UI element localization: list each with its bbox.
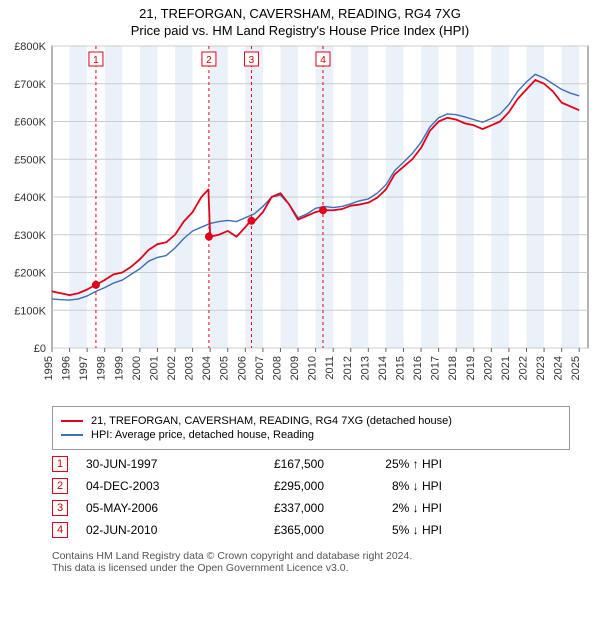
x-tick-label: 2000: [131, 356, 143, 380]
event-delta: 25% ↑ HPI: [342, 457, 442, 471]
x-tick-label: 2025: [570, 356, 582, 380]
event-dot: [92, 281, 100, 289]
event-marker-label: 4: [320, 55, 326, 66]
y-tick-label: £500K: [14, 154, 46, 166]
event-marker-box: 3: [52, 500, 68, 516]
event-date: 02-JUN-2010: [86, 523, 206, 537]
event-row: 2 04-DEC-2003 £295,000 8% ↓ HPI: [52, 478, 570, 494]
y-tick-label: £800K: [14, 41, 46, 53]
x-tick-label: 2015: [394, 356, 406, 380]
x-tick-label: 2005: [219, 356, 231, 380]
legend-swatch: [61, 420, 83, 422]
event-delta: 8% ↓ HPI: [342, 479, 442, 493]
x-tick-label: 2002: [166, 356, 178, 380]
event-row: 4 02-JUN-2010 £365,000 5% ↓ HPI: [52, 522, 570, 538]
x-tick-label: 2024: [553, 356, 565, 380]
x-tick-label: 2020: [482, 356, 494, 380]
event-dot: [319, 206, 327, 214]
event-price: £365,000: [224, 523, 324, 537]
x-tick-label: 2012: [342, 356, 354, 380]
x-tick-label: 2006: [236, 356, 248, 380]
event-dot: [247, 217, 255, 225]
event-marker-label: 3: [249, 55, 255, 66]
x-tick-label: 2016: [412, 356, 424, 380]
event-delta: 5% ↓ HPI: [342, 523, 442, 537]
x-tick-label: 1999: [113, 356, 125, 380]
event-delta: 2% ↓ HPI: [342, 501, 442, 515]
x-tick-label: 2018: [447, 356, 459, 380]
x-tick-label: 2007: [254, 356, 266, 380]
y-tick-label: £700K: [14, 79, 46, 91]
y-tick-label: £300K: [14, 230, 46, 242]
event-dot: [205, 233, 213, 241]
chart-area: £0 £100K £200K £300K £400K £500K £600K £700K £80…: [0, 38, 600, 398]
legend-item: 21, TREFORGAN, CAVERSHAM, READING, RG4 7…: [61, 415, 561, 427]
y-tick-label: £600K: [14, 117, 46, 129]
x-tick-label: 2019: [465, 356, 477, 380]
x-tick-label: 2009: [289, 356, 301, 380]
x-tick-label: 2022: [517, 356, 529, 380]
x-tick-label: 1996: [61, 356, 73, 380]
legend-item: HPI: Average price, detached house, Read…: [61, 429, 561, 441]
legend-label: HPI: Average price, detached house, Read…: [91, 429, 314, 441]
footer-line-1: Contains HM Land Registry data © Crown c…: [52, 550, 570, 562]
event-date: 05-MAY-2006: [86, 501, 206, 515]
event-marker-box: 1: [52, 456, 68, 472]
x-tick-label: 2014: [377, 356, 389, 380]
x-tick-label: 2008: [271, 356, 283, 380]
y-tick-label: £0: [34, 343, 46, 355]
x-tick-label: 2017: [430, 356, 442, 380]
event-price: £337,000: [224, 501, 324, 515]
event-row: 3 05-MAY-2006 £337,000 2% ↓ HPI: [52, 500, 570, 516]
x-tick-label: 1995: [43, 356, 55, 380]
event-price: £167,500: [224, 457, 324, 471]
y-tick-label: £400K: [14, 192, 46, 204]
legend-label: 21, TREFORGAN, CAVERSHAM, READING, RG4 7…: [91, 415, 452, 427]
x-tick-label: 2021: [500, 356, 512, 380]
event-row: 1 30-JUN-1997 £167,500 25% ↑ HPI: [52, 456, 570, 472]
x-tick-label: 2004: [201, 356, 213, 380]
event-marker-label: 2: [206, 55, 212, 66]
event-date: 04-DEC-2003: [86, 479, 206, 493]
chart-title-1: 21, TREFORGAN, CAVERSHAM, READING, RG4 7…: [0, 6, 600, 21]
x-tick-label: 2001: [148, 356, 160, 380]
legend-swatch: [61, 434, 83, 436]
x-tick-label: 2011: [324, 356, 336, 380]
event-price: £295,000: [224, 479, 324, 493]
x-tick-label: 1998: [96, 356, 108, 380]
legend: 21, TREFORGAN, CAVERSHAM, READING, RG4 7…: [52, 406, 570, 450]
y-tick-label: £100K: [14, 305, 46, 317]
x-tick-label: 2013: [359, 356, 371, 380]
event-marker-label: 1: [93, 55, 99, 66]
x-tick-label: 2010: [307, 356, 319, 380]
y-tick-label: £200K: [14, 268, 46, 280]
footer-attribution: Contains HM Land Registry data © Crown c…: [52, 550, 570, 574]
events-table: 1 30-JUN-1997 £167,500 25% ↑ HPI 2 04-DEC-200…: [52, 456, 570, 538]
footer-line-2: This data is licensed under the Open Gov…: [52, 562, 570, 574]
event-marker-box: 2: [52, 478, 68, 494]
chart-title-2: Price paid vs. HM Land Registry's House …: [0, 23, 600, 38]
x-tick-label: 2003: [184, 356, 196, 380]
x-tick-label: 1997: [78, 356, 90, 380]
event-marker-box: 4: [52, 522, 68, 538]
x-tick-label: 2023: [535, 356, 547, 380]
event-date: 30-JUN-1997: [86, 457, 206, 471]
